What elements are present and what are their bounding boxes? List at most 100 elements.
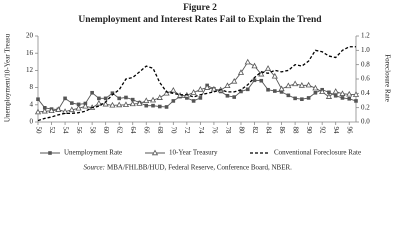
data-point: [306, 96, 311, 100]
data-point: [225, 93, 230, 98]
data-point: [70, 101, 74, 105]
data-point: [278, 85, 285, 92]
y2-tick-label: 0.0: [361, 118, 370, 126]
data-point: [185, 96, 189, 100]
data-point: [325, 93, 333, 99]
data-point: [116, 101, 123, 108]
data-point: [129, 100, 136, 107]
y2-tick-label: 0.4: [361, 89, 370, 97]
y-tick-label: 0: [30, 118, 34, 126]
data-point: [90, 90, 94, 95]
data-point: [156, 94, 163, 100]
legend-label: Conventional Foreclosure Rate: [274, 149, 361, 157]
y2-tick-label: 0.6: [361, 75, 370, 83]
x-tick-label: 60: [102, 127, 110, 135]
data-point: [149, 96, 157, 103]
source-text: MBA/FHLBB/HUD, Federal Reserve, Conferen…: [107, 164, 292, 172]
data-point: [61, 108, 69, 114]
x-tick-label: 90: [305, 127, 313, 135]
data-point: [252, 78, 257, 83]
x-tick-label: 50: [34, 127, 42, 135]
source-label: Source:: [83, 164, 105, 172]
y-tick-label: 8: [30, 83, 34, 91]
data-point: [204, 84, 211, 90]
data-point: [63, 96, 67, 101]
data-point: [76, 102, 81, 107]
x-tick-label: 52: [48, 127, 56, 135]
data-point: [110, 91, 115, 95]
data-point: [170, 86, 177, 93]
data-point: [259, 78, 264, 83]
data-point: [97, 96, 101, 101]
chart: Figure 2 Unemployment and Interest Rates…: [4, 3, 392, 172]
y2-tick-label: 1.0: [361, 46, 370, 54]
data-point: [55, 106, 62, 112]
data-point: [251, 62, 258, 69]
data-point: [163, 89, 170, 96]
data-point: [103, 96, 108, 101]
data-point: [151, 103, 155, 108]
y2-tick-label: 1.2: [361, 32, 370, 40]
chart-title: Figure 2: [183, 3, 217, 13]
x-tick-label: 54: [61, 127, 69, 135]
data-point: [210, 85, 217, 92]
x-tick-label: 82: [251, 127, 259, 135]
data-point: [117, 96, 121, 101]
y2-tick-label: 0.8: [361, 60, 370, 68]
data-point: [319, 88, 326, 95]
x-tick-label: 64: [129, 127, 137, 135]
data-point: [36, 97, 40, 102]
data-point: [191, 99, 196, 103]
data-point: [346, 90, 353, 97]
data-point: [68, 106, 75, 113]
data-point: [264, 65, 272, 71]
data-point: [313, 90, 318, 95]
y-tick-label: 20: [26, 32, 34, 40]
data-point: [157, 104, 162, 109]
data-point: [333, 93, 338, 98]
x-tick-label: 76: [210, 127, 218, 135]
data-point: [239, 89, 243, 94]
data-point: [198, 96, 203, 100]
x-tick-label: 78: [224, 127, 232, 135]
data-point: [273, 89, 277, 93]
data-point: [340, 96, 345, 100]
data-point: [231, 77, 238, 84]
data-point: [144, 103, 149, 108]
x-tick-label: 70: [170, 127, 178, 135]
y-tick-label: 4: [30, 100, 34, 108]
data-point: [190, 89, 197, 95]
x-tick-label: 80: [237, 127, 245, 135]
data-point: [293, 96, 297, 101]
data-point: [75, 104, 82, 111]
x-tick-label: 84: [264, 127, 272, 135]
chart-subtitle: Unemployment and Interest Rates Fail to …: [78, 15, 322, 25]
data-point: [286, 93, 291, 98]
data-point: [197, 86, 204, 92]
data-point: [292, 80, 299, 87]
data-point: [339, 90, 346, 96]
data-point: [48, 107, 55, 114]
data-point: [171, 99, 176, 103]
series-line: [37, 46, 356, 122]
data-point: [237, 69, 245, 75]
data-point: [224, 82, 231, 89]
data-point: [298, 82, 305, 88]
data-point: [300, 97, 304, 102]
legend-marker: [48, 151, 52, 155]
x-tick-label: 86: [278, 127, 286, 135]
data-point: [95, 99, 102, 106]
data-point: [42, 106, 47, 110]
data-point: [143, 97, 150, 104]
y-axis-label: Unemployment/10-Year Treasu: [4, 33, 12, 122]
data-point: [352, 91, 360, 97]
data-point: [164, 105, 169, 109]
data-point: [109, 101, 116, 108]
data-point: [332, 88, 339, 94]
data-point: [34, 108, 42, 115]
data-point: [122, 101, 130, 107]
data-point: [244, 58, 251, 65]
data-point: [271, 72, 278, 79]
x-tick-label: 88: [291, 127, 299, 135]
data-point: [312, 84, 319, 91]
